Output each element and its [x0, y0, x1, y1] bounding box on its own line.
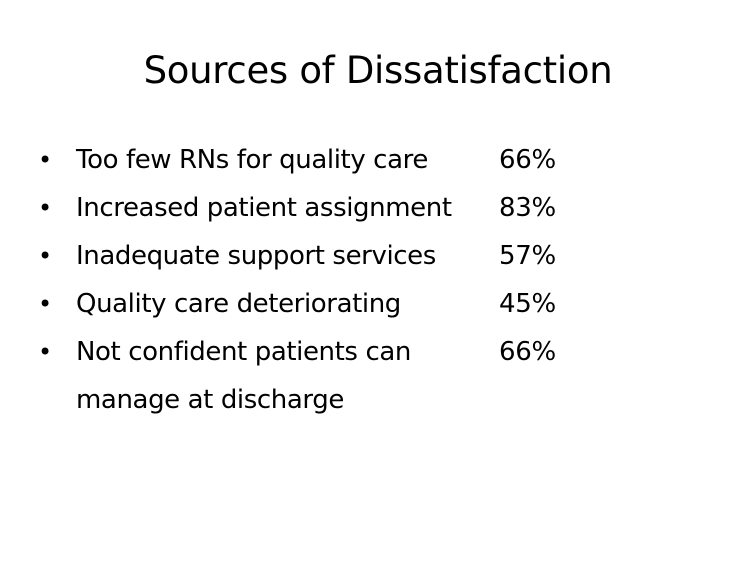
item-label: Increased patient assignment — [76, 193, 452, 223]
list-item: • Inadequate support services 57% — [38, 232, 638, 280]
slide-title: Sources of Dissatisfaction — [143, 49, 613, 92]
bullet-icon: • — [38, 242, 53, 270]
item-label: Not confident patients can manage at dis… — [76, 337, 411, 415]
bullet-icon: • — [38, 338, 53, 366]
item-percentage: 45% — [499, 289, 556, 319]
bullet-icon: • — [38, 146, 53, 174]
list-item: • Quality care deteriorating 45% — [38, 280, 638, 328]
list-item: • Not confident patients can manage at d… — [38, 328, 638, 424]
item-label: Quality care deteriorating — [76, 289, 401, 319]
bullet-list: • Too few RNs for quality care 66% • Inc… — [38, 136, 638, 424]
item-percentage: 57% — [499, 241, 556, 271]
item-percentage: 66% — [499, 337, 556, 367]
bullet-icon: • — [38, 290, 53, 318]
item-percentage: 66% — [499, 145, 556, 175]
item-label: Too few RNs for quality care — [76, 145, 428, 175]
item-label: Inadequate support services — [76, 241, 436, 271]
list-item: • Increased patient assignment 83% — [38, 184, 638, 232]
list-item: • Too few RNs for quality care 66% — [38, 136, 638, 184]
item-percentage: 83% — [499, 193, 556, 223]
bullet-icon: • — [38, 194, 53, 222]
